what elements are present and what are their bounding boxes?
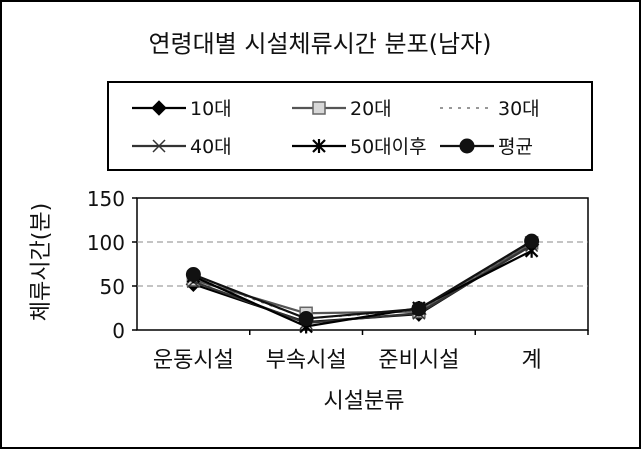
legend-item: 20대 <box>292 98 392 120</box>
series-group <box>185 233 540 334</box>
series-line-4 <box>192 249 533 328</box>
plot-area <box>136 197 589 331</box>
legend-label: 10대 <box>190 98 232 120</box>
y-axis-label: 체류시간(분) <box>29 203 54 321</box>
legend-item: 30대 <box>440 98 540 120</box>
y-tick-label: 0 <box>112 319 125 343</box>
x-axis-ticks: 운동시설 부속시설 준비시설 계 <box>153 330 589 373</box>
data-point <box>411 301 427 317</box>
legend-label: 20대 <box>350 98 392 120</box>
x-tick-label: 준비시설 <box>378 348 459 373</box>
legend-item: 평균 <box>440 136 533 158</box>
data-point <box>185 267 201 283</box>
x-tick-label: 부속시설 <box>266 348 347 373</box>
legend-label: 30대 <box>498 98 540 120</box>
legend-label: 평균 <box>498 136 533 158</box>
data-point <box>298 311 314 327</box>
y-tick-label: 50 <box>100 275 125 299</box>
legend-item: 50대이후 <box>292 136 427 158</box>
legend-item: 10대 <box>132 98 232 120</box>
series-line-2 <box>193 241 533 320</box>
legend-marker <box>152 139 166 153</box>
legend-marker <box>151 100 167 116</box>
y-tick-label: 100 <box>87 231 125 255</box>
legend-marker <box>312 101 326 115</box>
chart-title: 연령대별 시설체류시간 분포(남자) <box>148 30 491 58</box>
x-tick-label: 운동시설 <box>153 348 234 373</box>
legend-marker <box>459 138 475 154</box>
data-point <box>524 233 540 249</box>
series-line-5 <box>192 240 533 320</box>
legend: 10대 20대 30대 40대 50대이후 평균 <box>132 98 540 158</box>
y-axis-ticks: 0 50 100 150 <box>87 187 137 343</box>
x-axis-label: 시설분류 <box>324 389 405 414</box>
y-tick-label: 150 <box>87 187 125 211</box>
legend-label: 40대 <box>190 136 232 158</box>
x-tick-label: 계 <box>522 348 542 373</box>
legend-label: 50대이후 <box>350 136 427 158</box>
legend-item: 40대 <box>132 136 232 158</box>
legend-marker <box>312 139 326 153</box>
legend-box <box>107 81 593 171</box>
